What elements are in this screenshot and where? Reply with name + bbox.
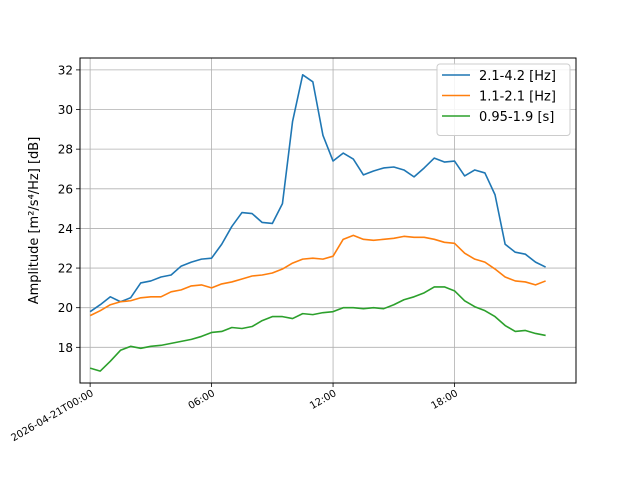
y-tick-label: 20	[58, 301, 73, 315]
x-axis: 2026-04-21T00:00 06:00 12:00 18:00	[10, 383, 460, 444]
y-tick-label: 30	[58, 103, 73, 117]
legend-box	[436, 63, 571, 136]
y-tick-label: 32	[58, 63, 73, 77]
x-tick-label: 18:00	[430, 388, 460, 412]
y-tick-label: 28	[58, 143, 73, 157]
series-line-1	[89, 74, 546, 313]
series-line-2	[89, 234, 546, 317]
x-tick-label: 06:00	[187, 388, 217, 412]
plot-frame	[79, 57, 577, 384]
legend: 2.1-4.2 [Hz] 1.1-2.1 [Hz] 0.95-1.9 [s]	[436, 63, 571, 136]
grid-lines	[80, 58, 576, 383]
y-tick-label: 18	[58, 341, 73, 355]
legend-label: 2.1-4.2 [Hz]	[479, 69, 556, 84]
series-line-3	[89, 286, 546, 372]
x-tick-label: 2026-04-21T00:00	[10, 388, 96, 444]
series-lines	[89, 74, 546, 372]
y-axis: 18 20 22 24 26 28 30 32	[58, 63, 80, 355]
y-tick-label: 26	[58, 182, 73, 196]
y-tick-label: 24	[58, 222, 73, 236]
x-tick-label: 12:00	[308, 388, 338, 412]
legend-label: 0.95-1.9 [s]	[479, 110, 554, 125]
y-tick-label: 22	[58, 262, 73, 276]
legend-label: 1.1-2.1 [Hz]	[479, 90, 556, 105]
y-axis-label: Amplitude [m²/s⁴/Hz] [dB]	[27, 137, 42, 305]
